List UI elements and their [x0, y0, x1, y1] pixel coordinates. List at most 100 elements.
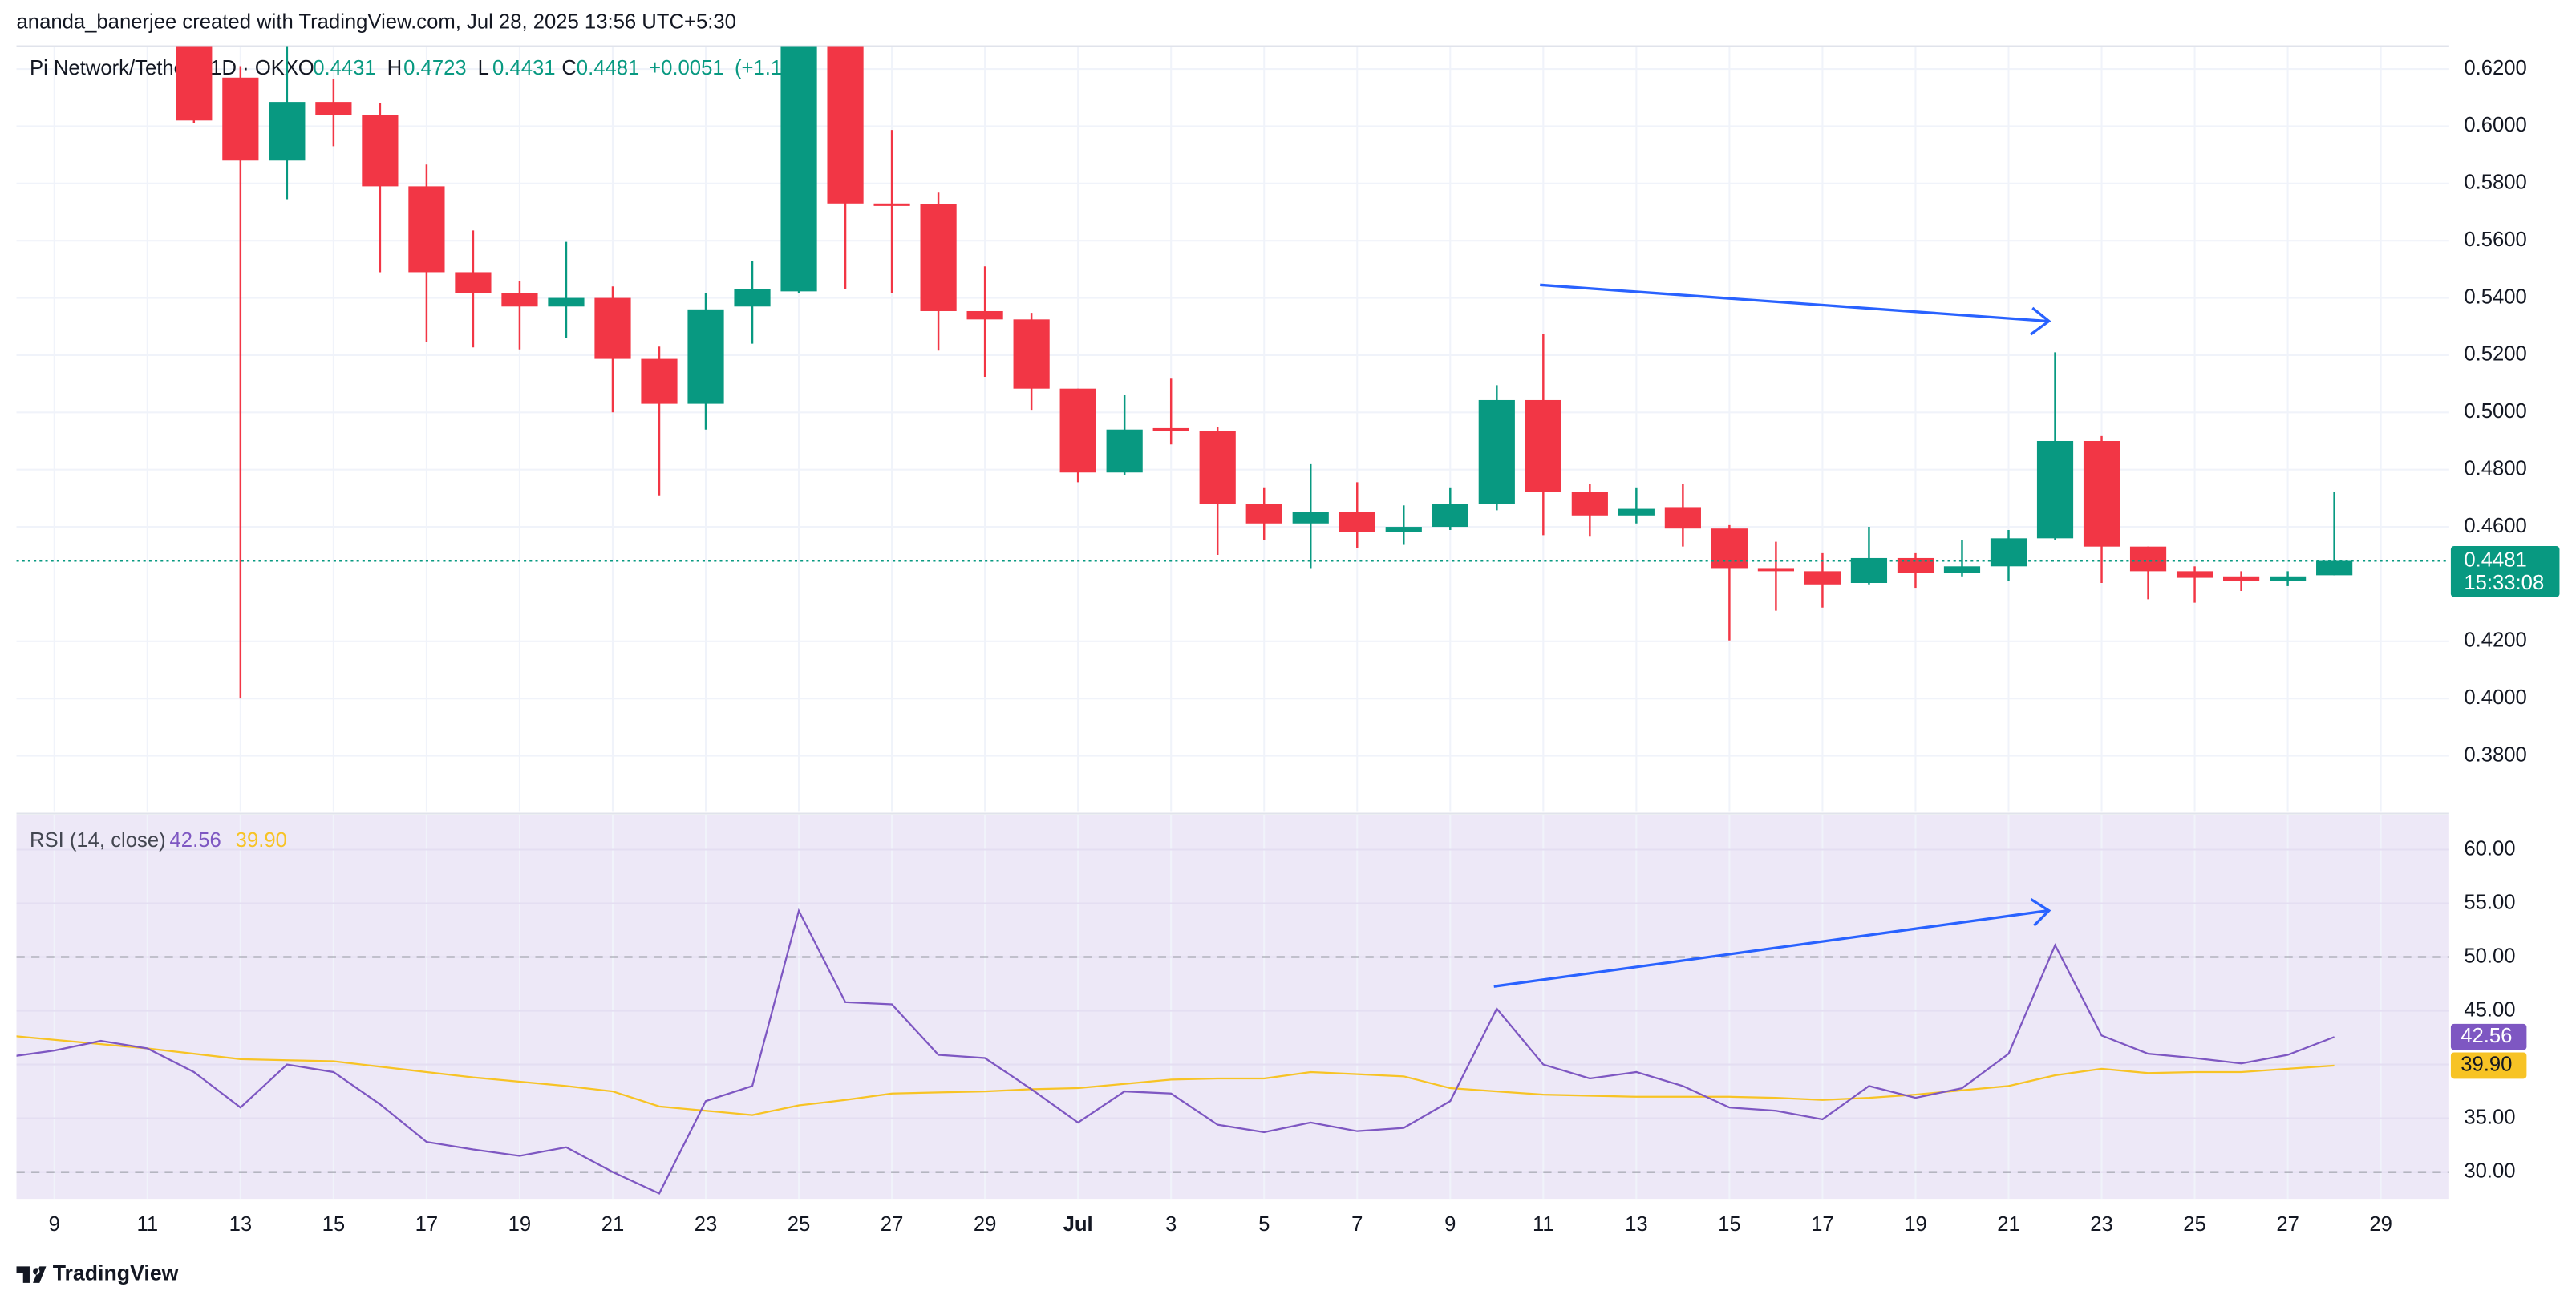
x-tick-label: 21: [601, 1213, 625, 1236]
x-tick-label: 17: [415, 1213, 439, 1236]
candle-body: [1525, 399, 1561, 492]
y-tick-label: 60.00: [2464, 837, 2515, 860]
candle-body: [1618, 508, 1655, 516]
y-tick-label: 45.00: [2464, 998, 2515, 1021]
y-tick-label: 30.00: [2464, 1159, 2515, 1182]
candle-body: [2270, 576, 2307, 581]
y-tick-label: 0.5600: [2464, 229, 2526, 251]
last-value-box: [2450, 1023, 2527, 1050]
candle-body: [1339, 512, 1375, 532]
x-tick-label: 29: [2369, 1213, 2392, 1236]
candle-body: [1385, 527, 1422, 532]
x-tick-label: 19: [508, 1213, 532, 1236]
x-tick-label: 15: [322, 1213, 346, 1236]
brand-logo: TradingView: [16, 1261, 179, 1285]
ohlc-value: 0.4431: [492, 57, 555, 79]
x-tick-label: 11: [136, 1213, 158, 1236]
candle-body: [1757, 568, 1795, 572]
change: +0.0051: [649, 57, 723, 79]
candle-body: [966, 310, 1003, 320]
x-tick-label: 27: [2276, 1213, 2299, 1236]
brand-name: TradingView: [53, 1261, 179, 1285]
candle-body: [920, 204, 957, 311]
candle-body: [2129, 546, 2167, 572]
x-tick-label: 21: [1997, 1213, 2020, 1236]
countdown-label: 15:33:08: [2464, 572, 2544, 594]
x-tick-label: 7: [1351, 1213, 1363, 1236]
candle-body: [269, 102, 306, 161]
candle-body: [1943, 566, 1981, 573]
candle-body: [1013, 319, 1050, 389]
x-tick-label: 3: [1165, 1213, 1177, 1236]
candle-body: [315, 102, 352, 115]
candle-body: [1152, 427, 1189, 431]
candle-body: [1199, 431, 1236, 504]
candle-body: [176, 46, 213, 121]
candle-body: [1245, 504, 1282, 524]
candle-body: [873, 203, 910, 206]
x-tick-label: 5: [1258, 1213, 1270, 1236]
ohlc-key: H: [387, 57, 403, 79]
ohlc-key: L: [478, 57, 489, 79]
candle-body: [2036, 440, 2074, 539]
y-tick-label: 0.6000: [2464, 114, 2526, 136]
indicator-title: RSI (14, close): [30, 829, 166, 852]
x-tick-label: 15: [1718, 1213, 1741, 1236]
candle-body: [2176, 571, 2213, 578]
watermark: ananda_banerjee created with TradingView…: [17, 11, 736, 34]
x-tick-label: Jul: [1063, 1213, 1093, 1236]
y-tick-label: 0.5400: [2464, 285, 2526, 308]
candle-body: [222, 77, 259, 161]
x-tick-label: 13: [1625, 1213, 1648, 1236]
candle-body: [1571, 492, 1608, 516]
candle-body: [687, 309, 724, 404]
candle-body: [1432, 504, 1468, 528]
candle-body: [1292, 512, 1329, 524]
ohlc-value: 0.4481: [577, 57, 639, 79]
ohlc-value: 0.4723: [403, 57, 466, 79]
candle-body: [455, 272, 492, 293]
x-tick-label: 13: [229, 1213, 253, 1236]
ohlc-key: O: [298, 57, 314, 79]
candle-body: [1990, 538, 2027, 567]
y-tick-label: 0.4600: [2464, 515, 2526, 537]
y-tick-label: 0.6200: [2464, 57, 2526, 79]
axes: 9 11 13 15 17 19 21 23 25 27 29 Jul 3 5 7 9 11 13 15 17 19 21…: [49, 57, 2560, 1236]
y-tick-label: 35.00: [2464, 1106, 2515, 1128]
candle-body: [594, 297, 631, 359]
x-tick-label: 17: [1811, 1213, 1834, 1236]
last-value-label: 42.56: [2461, 1025, 2512, 1047]
candle-body: [1804, 571, 1841, 585]
x-tick-label: 11: [1533, 1213, 1554, 1236]
rsi-background: [16, 815, 2449, 1200]
candle-body: [362, 115, 399, 187]
x-tick-label: 9: [49, 1213, 60, 1236]
candle-body: [2083, 440, 2120, 547]
candle-body: [641, 358, 678, 404]
symbol-title: Pi Network/Tether · 1D · OKX: [30, 57, 298, 79]
y-tick-label: 0.4000: [2464, 686, 2526, 709]
last-value-label: 39.90: [2461, 1054, 2512, 1076]
y-tick-label: 0.5200: [2464, 343, 2526, 366]
y-tick-label: 50.00: [2464, 945, 2515, 967]
ohlc-value: 0.4431: [313, 57, 375, 79]
candle-body: [734, 289, 771, 307]
rsi-pane: [16, 908, 2449, 1195]
x-tick-label: 19: [1904, 1213, 1927, 1236]
x-tick-label: 25: [788, 1213, 811, 1236]
y-tick-label: 0.5000: [2464, 400, 2526, 423]
series-line: [16, 908, 2335, 1195]
divergence-arrow: [1493, 897, 2051, 988]
candle-body: [1664, 507, 1701, 529]
candle-body: [408, 186, 445, 273]
last-price-label: 0.4481: [2464, 548, 2526, 571]
candle-body: [2222, 576, 2260, 581]
x-tick-label: 27: [881, 1213, 904, 1236]
candle-body: [1478, 399, 1515, 504]
x-tick-label: 23: [695, 1213, 718, 1236]
rsi-legend: RSI (14, close) 42.56 39.90: [30, 829, 287, 852]
last-value-box: [2450, 1052, 2527, 1079]
y-tick-label: 0.4200: [2464, 629, 2526, 652]
candle-body: [1897, 557, 1934, 573]
